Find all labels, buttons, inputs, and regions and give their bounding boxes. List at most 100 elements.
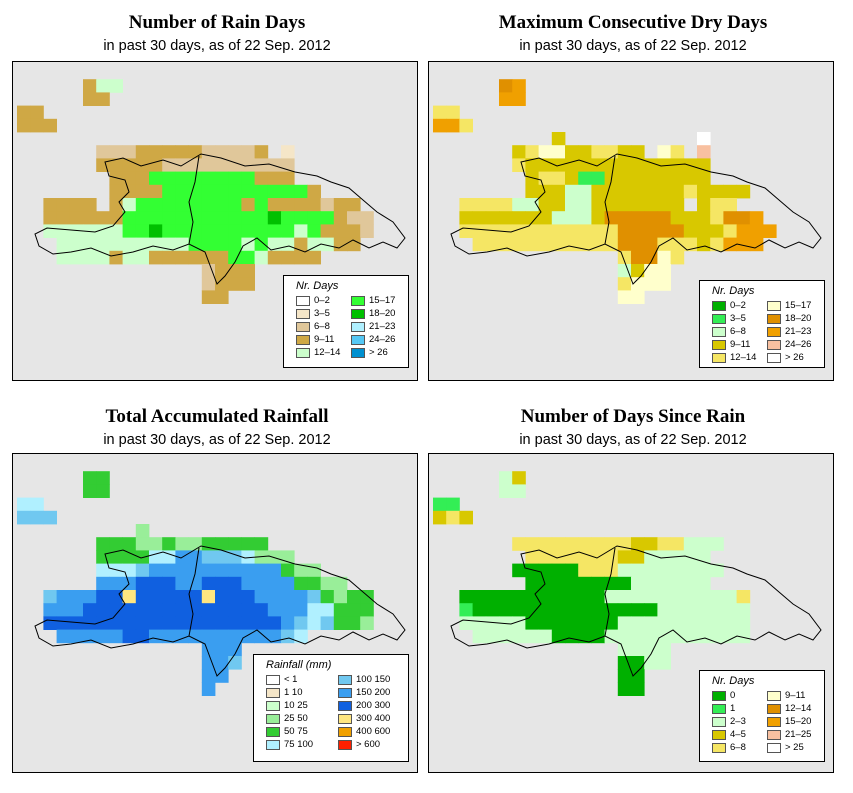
legend-swatch xyxy=(266,688,280,698)
grid-cell xyxy=(631,290,645,304)
grid-cell xyxy=(512,537,526,551)
grid-cell xyxy=(281,224,295,238)
grid-cell xyxy=(56,224,71,238)
grid-cell xyxy=(228,537,242,551)
grid-cell xyxy=(551,590,566,604)
grid-cell xyxy=(188,629,203,644)
legend-label: 300 400 xyxy=(356,713,391,724)
grid-cell xyxy=(162,145,176,159)
grid-cell xyxy=(565,184,579,199)
grid-cell xyxy=(538,590,553,604)
grid-cell xyxy=(96,603,110,617)
grid-cell xyxy=(69,250,84,265)
grid-cell xyxy=(604,211,619,225)
grid-cell xyxy=(215,669,229,683)
grid-cell xyxy=(551,603,566,617)
grid-cell xyxy=(736,616,751,630)
grid-cell xyxy=(241,537,255,551)
grid-cell xyxy=(96,563,110,578)
grid-cell xyxy=(551,211,566,225)
grid-cell xyxy=(565,224,579,238)
grid-cell xyxy=(188,537,203,551)
panel-subtitle: in past 30 days, as of 22 Sep. 2012 xyxy=(103,432,331,448)
legend-swatch xyxy=(351,296,365,306)
grid-cell xyxy=(360,590,374,604)
grid-cell xyxy=(188,145,203,159)
grid-cell xyxy=(254,198,269,212)
grid-cell xyxy=(228,158,242,172)
grid-cell xyxy=(69,590,84,604)
legend-swatch xyxy=(767,301,781,311)
legend-label: 12–14 xyxy=(730,352,757,363)
grid-cell xyxy=(578,590,592,604)
grid-cell xyxy=(215,237,229,252)
grid-cell xyxy=(122,590,137,604)
grid-cell xyxy=(320,590,335,604)
grid-cell xyxy=(333,211,348,225)
grid-cell xyxy=(149,550,163,564)
grid-cell xyxy=(525,237,539,252)
grid-cell xyxy=(617,550,632,564)
grid-cell xyxy=(294,211,308,225)
grid-cell xyxy=(43,118,57,133)
grid-cell xyxy=(333,603,348,617)
grid-cell xyxy=(631,576,645,591)
grid-cell xyxy=(512,145,526,159)
grid-cell xyxy=(538,537,553,551)
grid-cell xyxy=(631,563,645,578)
grid-cell xyxy=(485,590,500,604)
grid-cell xyxy=(604,576,619,591)
grid-cell xyxy=(69,616,84,630)
grid-cell xyxy=(631,250,645,265)
grid-cell xyxy=(320,576,335,591)
grid-cell xyxy=(644,629,658,644)
grid-cell xyxy=(228,550,242,564)
grid-cell xyxy=(657,629,671,644)
grid-cell xyxy=(175,145,189,159)
grid-cell xyxy=(670,224,685,238)
grid-cell xyxy=(294,603,308,617)
grid-cell xyxy=(360,603,374,617)
grid-cell xyxy=(241,198,255,212)
grid-cell xyxy=(241,211,255,225)
grid-cell xyxy=(617,250,632,265)
legend-label: 9–11 xyxy=(314,334,335,345)
grid-cell xyxy=(617,211,632,225)
grid-cell xyxy=(525,603,539,617)
grid-cell xyxy=(135,563,150,578)
grid-cell xyxy=(69,224,84,238)
grid-cell xyxy=(175,198,189,212)
grid-cell xyxy=(201,290,216,304)
grid-cell xyxy=(149,145,163,159)
grid-cell xyxy=(215,211,229,225)
grid-cell xyxy=(710,211,724,225)
grid-cell xyxy=(215,277,229,291)
grid-cell xyxy=(83,590,97,604)
grid-cell xyxy=(215,145,229,159)
grid-cell xyxy=(617,576,632,591)
grid-cell xyxy=(175,576,189,591)
grid-cell xyxy=(578,629,592,644)
grid-cell xyxy=(228,145,242,159)
grid-cell xyxy=(551,537,566,551)
grid-cell xyxy=(657,264,671,278)
grid-cell xyxy=(538,171,553,186)
grid-cell xyxy=(749,224,764,238)
grid-cell xyxy=(109,250,123,265)
grid-cell xyxy=(162,550,176,564)
legend-label: 21–25 xyxy=(785,729,812,740)
grid-cell xyxy=(149,629,163,644)
legend-swatch xyxy=(338,688,352,698)
grid-cell xyxy=(538,550,553,564)
grid-cell xyxy=(188,590,203,604)
grid-cell xyxy=(69,198,84,212)
legend-swatch xyxy=(767,730,781,740)
legend-label: 200 300 xyxy=(356,700,391,711)
grid-cell xyxy=(617,184,632,199)
grid-cell xyxy=(188,237,203,252)
legend-swatch xyxy=(767,314,781,324)
grid-cell xyxy=(631,629,645,644)
grid-cell xyxy=(631,669,645,683)
grid-cell xyxy=(320,198,335,212)
grid-cell xyxy=(109,237,123,252)
